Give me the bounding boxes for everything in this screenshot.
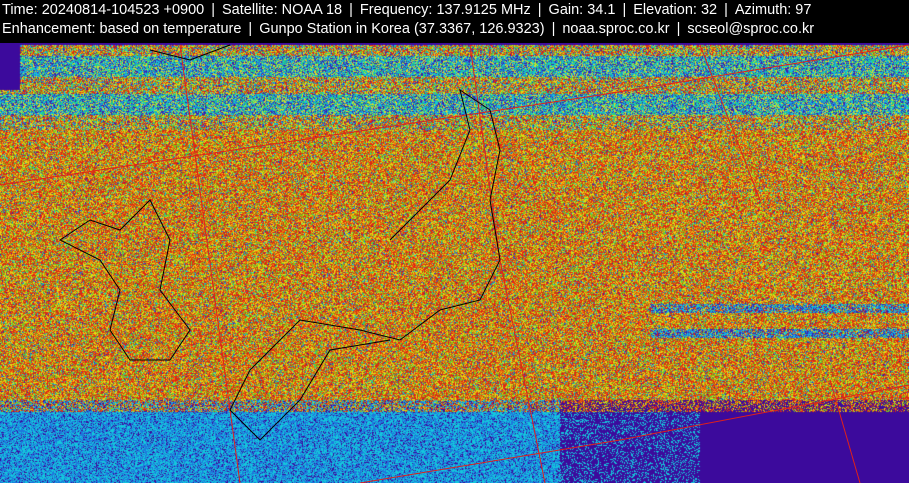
coastlines xyxy=(59,44,501,441)
separator: | xyxy=(551,21,556,37)
grid-line xyxy=(179,44,241,483)
header-field: Satellite: NOAA 18 xyxy=(222,2,343,18)
coastline xyxy=(149,44,231,61)
coastline xyxy=(229,88,501,441)
grid-line xyxy=(829,379,861,483)
separator: | xyxy=(248,21,253,37)
header-field: Elevation: 32 xyxy=(633,2,718,18)
separator: | xyxy=(537,2,542,18)
separator: | xyxy=(349,2,353,18)
grid-line xyxy=(359,384,909,483)
header-field: Time: 20240814-104523 +0900 xyxy=(2,2,205,18)
header-field: Frequency: 137.9125 MHz xyxy=(359,2,531,18)
separator: | xyxy=(724,2,728,18)
lat-lon-grid xyxy=(0,44,909,483)
info-header: Time: 20240814-104523 +0900 | Satellite: N… xyxy=(0,0,909,43)
header-field: noaa.sproc.co.kr xyxy=(562,21,670,37)
header-line-2: Enhancement: based on temperature | Gunpo … xyxy=(0,20,909,39)
header-field: scseol@sproc.co.kr xyxy=(687,21,815,37)
header-field: Gain: 34.1 xyxy=(548,2,616,18)
grid-line xyxy=(0,44,909,186)
separator: | xyxy=(676,21,681,37)
header-field: Azimuth: 97 xyxy=(734,2,812,18)
grid-line xyxy=(699,44,761,201)
separator: | xyxy=(211,2,216,18)
header-field: Gunpo Station in Korea (37.3367, 126.932… xyxy=(259,21,545,37)
grid-line xyxy=(469,44,546,483)
header-line-1: Time: 20240814-104523 +0900 | Satellite: N… xyxy=(0,1,909,20)
separator: | xyxy=(622,2,627,18)
header-field: Enhancement: based on temperature xyxy=(2,21,242,37)
coastline xyxy=(59,199,191,361)
